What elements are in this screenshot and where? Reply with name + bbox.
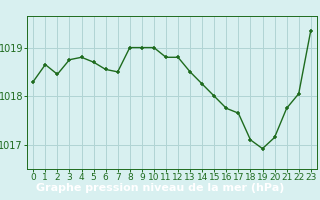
Text: Graphe pression niveau de la mer (hPa): Graphe pression niveau de la mer (hPa) [36,183,284,193]
